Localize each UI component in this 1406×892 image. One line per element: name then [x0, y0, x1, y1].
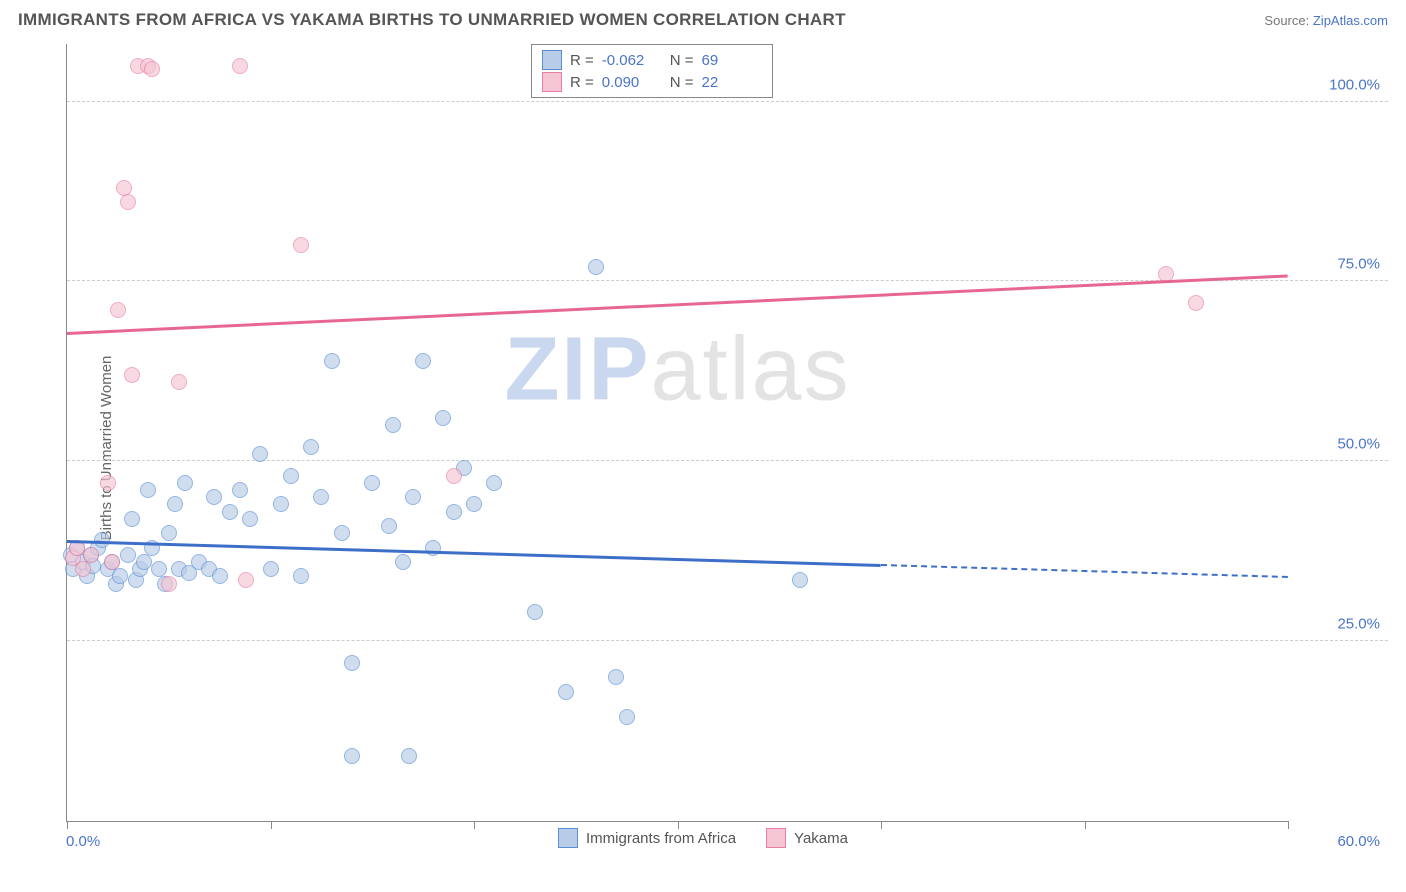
data-point [344, 748, 360, 764]
trend-line [67, 274, 1288, 334]
data-point [334, 525, 350, 541]
data-point [144, 61, 160, 77]
data-point [120, 194, 136, 210]
legend-swatch [558, 828, 578, 848]
data-point [293, 568, 309, 584]
chart-title: IMMIGRANTS FROM AFRICA VS YAKAMA BIRTHS … [18, 10, 846, 30]
data-point [242, 511, 258, 527]
data-point [435, 410, 451, 426]
source-attribution: Source: ZipAtlas.com [1264, 13, 1388, 28]
data-point [395, 554, 411, 570]
trend-line [881, 564, 1288, 578]
legend-swatch [542, 50, 562, 70]
data-point [1188, 295, 1204, 311]
legend-label: Yakama [794, 830, 848, 847]
legend-swatch [542, 72, 562, 92]
data-point [446, 504, 462, 520]
legend-swatch [766, 828, 786, 848]
data-point [293, 237, 309, 253]
y-tick-label: 75.0% [1337, 256, 1380, 273]
n-value: 22 [702, 74, 762, 91]
data-point [83, 547, 99, 563]
data-point [232, 482, 248, 498]
data-point [619, 709, 635, 725]
data-point [232, 58, 248, 74]
r-value: -0.062 [602, 52, 662, 69]
plot-area: ZIPatlas R =-0.062N =69R =0.090N =22 25.… [66, 44, 1288, 822]
data-point [344, 655, 360, 671]
y-tick-label: 25.0% [1337, 616, 1380, 633]
data-point [167, 496, 183, 512]
data-point [104, 554, 120, 570]
data-point [206, 489, 222, 505]
data-point [110, 302, 126, 318]
data-point [120, 547, 136, 563]
n-label: N = [670, 74, 694, 91]
legend-item: Yakama [766, 828, 848, 848]
legend-row: R = -0.062 N = 69 [542, 49, 762, 71]
y-tick-label: 100.0% [1329, 76, 1380, 93]
r-label: R = [570, 52, 594, 69]
data-point [381, 518, 397, 534]
data-point [100, 475, 116, 491]
watermark: ZIPatlas [504, 319, 850, 422]
data-point [112, 568, 128, 584]
data-point [177, 475, 193, 491]
n-label: N = [670, 52, 694, 69]
data-point [466, 496, 482, 512]
data-point [124, 511, 140, 527]
data-point [238, 572, 254, 588]
data-point [124, 367, 140, 383]
data-point [75, 561, 91, 577]
data-point [303, 439, 319, 455]
source-link[interactable]: ZipAtlas.com [1313, 13, 1388, 28]
data-point [405, 489, 421, 505]
data-point [222, 504, 238, 520]
data-point [273, 496, 289, 512]
data-point [171, 374, 187, 390]
legend-label: Immigrants from Africa [586, 830, 736, 847]
data-point [263, 561, 279, 577]
data-point [364, 475, 380, 491]
data-point [313, 489, 329, 505]
data-point [161, 525, 177, 541]
data-point [283, 468, 299, 484]
legend-row: R = 0.090 N = 22 [542, 71, 762, 93]
correlation-legend: R = -0.062 N = 69 R = 0.090 N = 22 [531, 44, 773, 98]
data-point [140, 482, 156, 498]
data-point [212, 568, 228, 584]
gridline [67, 640, 1388, 641]
data-point [486, 475, 502, 491]
r-value: 0.090 [602, 74, 662, 91]
chart-container: Births to Unmarried Women ZIPatlas R =-0… [18, 44, 1388, 852]
n-value: 69 [702, 52, 762, 69]
series-legend: Immigrants from Africa Yakama [18, 828, 1388, 848]
data-point [161, 576, 177, 592]
r-label: R = [570, 74, 594, 91]
data-point [446, 468, 462, 484]
data-point [792, 572, 808, 588]
data-point [527, 604, 543, 620]
legend-item: Immigrants from Africa [558, 828, 736, 848]
gridline [67, 101, 1388, 102]
data-point [252, 446, 268, 462]
data-point [588, 259, 604, 275]
data-point [558, 684, 574, 700]
y-tick-label: 50.0% [1337, 436, 1380, 453]
data-point [415, 353, 431, 369]
data-point [385, 417, 401, 433]
data-point [324, 353, 340, 369]
trend-line [67, 540, 881, 566]
data-point [401, 748, 417, 764]
data-point [608, 669, 624, 685]
